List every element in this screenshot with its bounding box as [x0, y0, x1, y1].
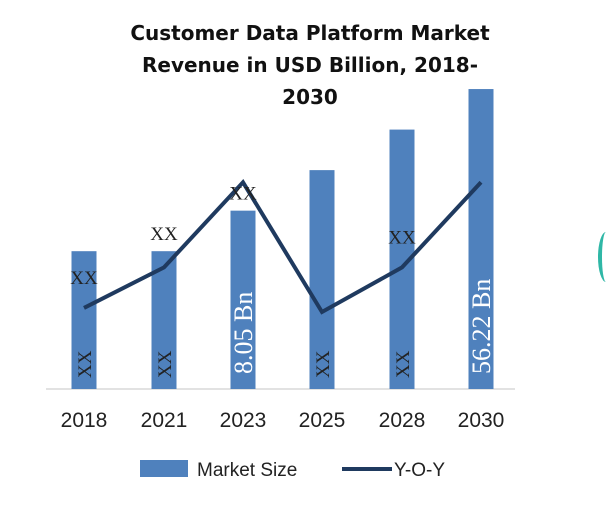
- bar-value-label-2023: 8.05 Bn: [229, 292, 258, 374]
- yoy-line: [83, 178, 483, 315]
- x-tick-label-2023: 2023: [220, 409, 267, 432]
- data-labels-layer: XX XX XX XX XX XX 8.05 Bn 56.22 Bn XX XX: [70, 184, 496, 378]
- bar-value-label-2030: 56.22 Bn: [467, 279, 496, 374]
- bar-2023: [230, 210, 256, 389]
- bar-base-label-2025: XX: [313, 350, 334, 378]
- chart-title-line-1: Customer Data Platform Market: [130, 21, 490, 45]
- legend-label-yoy: Y-O-Y: [394, 460, 445, 481]
- bar-2018: [71, 251, 97, 389]
- bar-base-label-2028: XX: [393, 350, 414, 378]
- legend-swatch-market-size: [140, 460, 188, 477]
- bar-2025: [309, 170, 335, 389]
- legend-label-market-size: Market Size: [197, 460, 297, 481]
- x-tick-label-2030: 2030: [458, 409, 505, 432]
- x-tick-label-2028: 2028: [379, 409, 426, 432]
- x-tick-label-2025: 2025: [299, 409, 346, 432]
- chart-title-line-3: 2030: [282, 85, 338, 109]
- bar-top-label-2023: XX: [229, 184, 257, 205]
- bar-2030: [468, 89, 494, 389]
- edge-decoration: [598, 232, 606, 282]
- yoy-point-label-2028: XX: [388, 227, 416, 248]
- x-tick-label-2021: 2021: [141, 409, 188, 432]
- bar-2021: [151, 251, 177, 389]
- x-tick-label-2018: 2018: [61, 409, 108, 432]
- bar-top-label-2021: XX: [150, 224, 178, 245]
- x-axis-ticks: 2018 2021 2023 2025 2028 2030: [61, 409, 505, 432]
- yoy-line-layer: [83, 178, 483, 315]
- yoy-point-label-2018: XX: [70, 268, 98, 289]
- chart-title-line-2: Revenue in USD Billion, 2018-: [142, 53, 478, 77]
- bars-layer: [71, 89, 494, 389]
- legend: Market Size Y-O-Y: [140, 460, 445, 481]
- chart-title: Customer Data Platform Market Revenue in…: [130, 21, 490, 109]
- bar-base-label-2018: XX: [75, 350, 96, 378]
- bar-base-label-2021: XX: [155, 350, 176, 378]
